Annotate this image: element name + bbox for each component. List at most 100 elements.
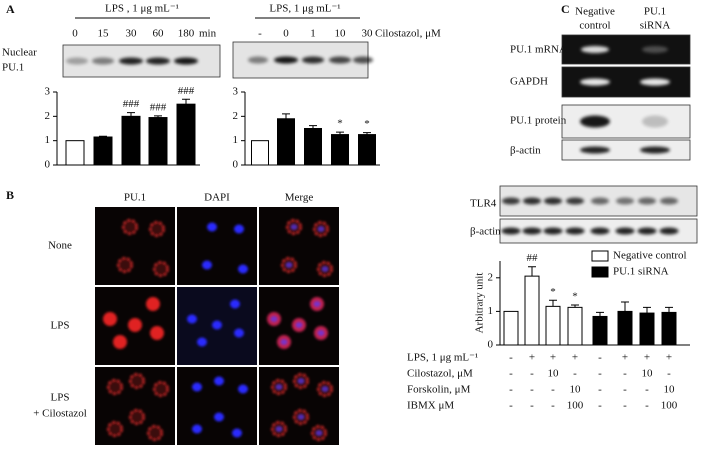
panel-label: B: [6, 188, 14, 202]
error-bar: [549, 299, 557, 307]
band: [523, 197, 541, 205]
table-cell: -: [667, 368, 671, 380]
band: [565, 227, 585, 235]
y-tick-label: 1: [233, 134, 239, 146]
blot-label: β-actin: [470, 226, 501, 238]
band: [590, 227, 610, 235]
band: [502, 197, 520, 205]
bar: [93, 136, 113, 166]
y-tick-label: 1: [488, 305, 494, 317]
band: [580, 146, 610, 154]
table-cell: 10: [642, 368, 654, 380]
row-label: None: [48, 240, 72, 252]
table-cell: +: [622, 352, 628, 364]
x-tick-label: 1: [310, 28, 316, 40]
nucleus: [212, 320, 222, 330]
blot: [561, 139, 691, 161]
error-bar: [643, 306, 651, 314]
band: [302, 56, 324, 64]
x-tick-label: 0: [72, 28, 78, 40]
blot-label: β-actin: [510, 145, 541, 157]
band: [642, 46, 668, 53]
x-tick-label: 30: [362, 28, 374, 40]
table-cell: 10: [664, 384, 676, 396]
band: [566, 197, 584, 205]
nucleus: [187, 314, 197, 324]
band: [637, 227, 657, 235]
bar: [148, 117, 168, 166]
band: [640, 146, 670, 154]
band: [640, 78, 670, 86]
nucleus: [315, 430, 323, 436]
micrograph: [177, 207, 257, 285]
annotation: ##: [527, 252, 539, 264]
error-bar: [127, 112, 135, 117]
error-bar: [363, 132, 371, 135]
error-bar: [336, 131, 344, 135]
table-cell: -: [573, 368, 577, 380]
band: [248, 56, 268, 64]
error-bar: [621, 301, 629, 312]
table-cell: 10: [570, 384, 582, 396]
nucleus: [297, 414, 305, 420]
blot-label: PU.1 protein: [510, 115, 567, 127]
table-cell: -: [598, 368, 602, 380]
annotation: *: [364, 118, 370, 130]
table-cell: -: [623, 368, 627, 380]
y-tick-label: 1: [45, 134, 51, 146]
table-cell: 100: [661, 400, 678, 412]
table-cell: -: [509, 384, 513, 396]
table-cell: -: [530, 368, 534, 380]
nucleus: [214, 376, 224, 386]
cell: [103, 312, 117, 326]
annotation: ###: [150, 101, 167, 113]
band: [581, 46, 609, 53]
nucleus: [238, 264, 248, 274]
nucleus: [295, 322, 303, 328]
column-label: siRNA: [640, 20, 671, 32]
table-cell: -: [598, 352, 602, 364]
x-tick-label: 15: [98, 28, 110, 40]
table-cell: -: [509, 400, 513, 412]
band: [659, 227, 679, 235]
cell: [122, 219, 138, 235]
table-cell: +: [550, 352, 556, 364]
nucleus: [207, 222, 217, 232]
blot-label: PU.1: [2, 62, 24, 74]
bar: [545, 305, 561, 346]
nucleus: [232, 428, 242, 438]
annotation: ###: [178, 85, 195, 97]
y-label: Arbitrary unit: [474, 273, 486, 334]
blot-label: PU.1 mRNA: [510, 44, 567, 56]
cell: [107, 379, 123, 395]
chart-title: LPS, 1 μg mL⁻¹: [269, 3, 340, 15]
error-bar: [596, 311, 604, 317]
band: [638, 197, 656, 205]
nucleus: [230, 299, 240, 309]
band: [329, 56, 351, 64]
column-label: Negative: [575, 6, 615, 18]
column-label: control: [579, 20, 610, 32]
cell: [107, 421, 123, 437]
bar: [567, 306, 583, 346]
table-cell: -: [530, 400, 534, 412]
band: [580, 78, 610, 86]
error-bar: [309, 125, 317, 129]
legend-label: PU.1 siRNA: [613, 266, 669, 278]
x-tick-label: 30: [126, 28, 138, 40]
band: [660, 197, 678, 205]
column-label: Merge: [285, 192, 314, 204]
table-cell: -: [623, 384, 627, 396]
y-tick-label: 2: [233, 110, 239, 122]
bar: [251, 140, 269, 166]
band: [615, 227, 635, 235]
column-label: PU.1: [644, 6, 666, 18]
nucleus: [270, 316, 278, 322]
blot-label: Nuclear: [2, 47, 37, 59]
error-bar: [154, 115, 162, 118]
band: [174, 57, 198, 65]
table-cell: -: [530, 384, 534, 396]
bar: [639, 312, 655, 346]
bar: [358, 134, 376, 166]
bar: [592, 315, 608, 346]
